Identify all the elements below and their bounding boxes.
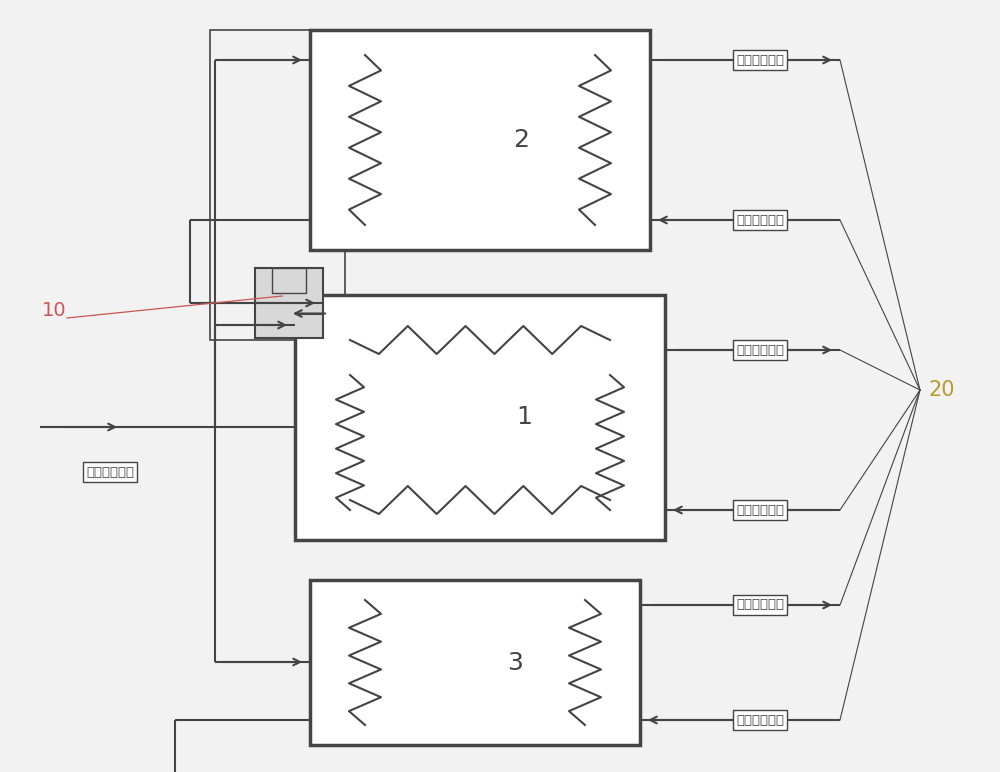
Bar [295,295,665,540]
Text: 二次网热水回: 二次网热水回 [736,53,784,66]
Text: 二次网热水进: 二次网热水进 [736,713,784,726]
Text: 二次网热水进: 二次网热水进 [736,503,784,516]
Text: 二次网热水进: 二次网热水进 [736,214,784,226]
Text: 一次网热水进: 一次网热水进 [86,466,134,479]
Bar [210,30,345,340]
Bar [255,268,323,338]
Bar [310,30,650,250]
Text: 2: 2 [513,128,529,152]
Text: 10: 10 [42,300,67,320]
Bar [272,268,306,293]
Text: 20: 20 [928,380,954,400]
Bar [310,580,640,745]
Text: 二次网热水回: 二次网热水回 [736,344,784,357]
Text: 3: 3 [507,651,523,675]
Text: 1: 1 [516,405,532,429]
Text: 二次网热水回: 二次网热水回 [736,598,784,611]
